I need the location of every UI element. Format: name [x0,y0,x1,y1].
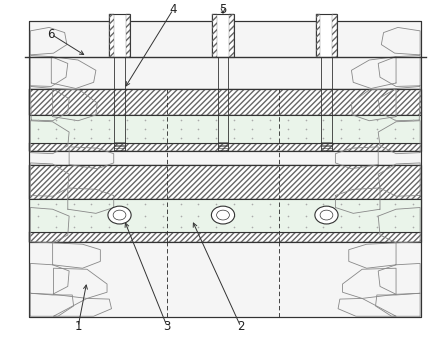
Bar [29,232,421,242]
Bar [316,14,321,57]
Bar [29,89,421,151]
Bar [332,14,337,57]
Bar [316,14,337,57]
Text: 1: 1 [74,320,82,333]
Text: 2: 2 [237,320,244,333]
Text: 5: 5 [219,3,227,16]
Bar [29,165,421,242]
Bar [109,14,130,57]
Bar [29,21,421,317]
Text: 6: 6 [48,28,55,41]
Bar [29,89,421,115]
Bar [29,115,421,143]
Bar [29,165,421,242]
Bar [29,21,421,317]
Bar [212,14,234,57]
Circle shape [211,206,235,224]
Bar [29,199,421,232]
Bar [29,89,421,151]
Bar [229,14,234,57]
Bar [29,232,421,242]
Text: 3: 3 [164,320,171,333]
Circle shape [315,206,338,224]
Bar [29,165,421,199]
Bar [29,89,421,115]
Bar [29,143,421,151]
Text: 4: 4 [169,3,177,16]
Bar [212,14,217,57]
Bar [29,143,421,151]
Bar [29,165,421,199]
Bar [125,14,130,57]
Bar [109,14,114,57]
Circle shape [108,206,131,224]
